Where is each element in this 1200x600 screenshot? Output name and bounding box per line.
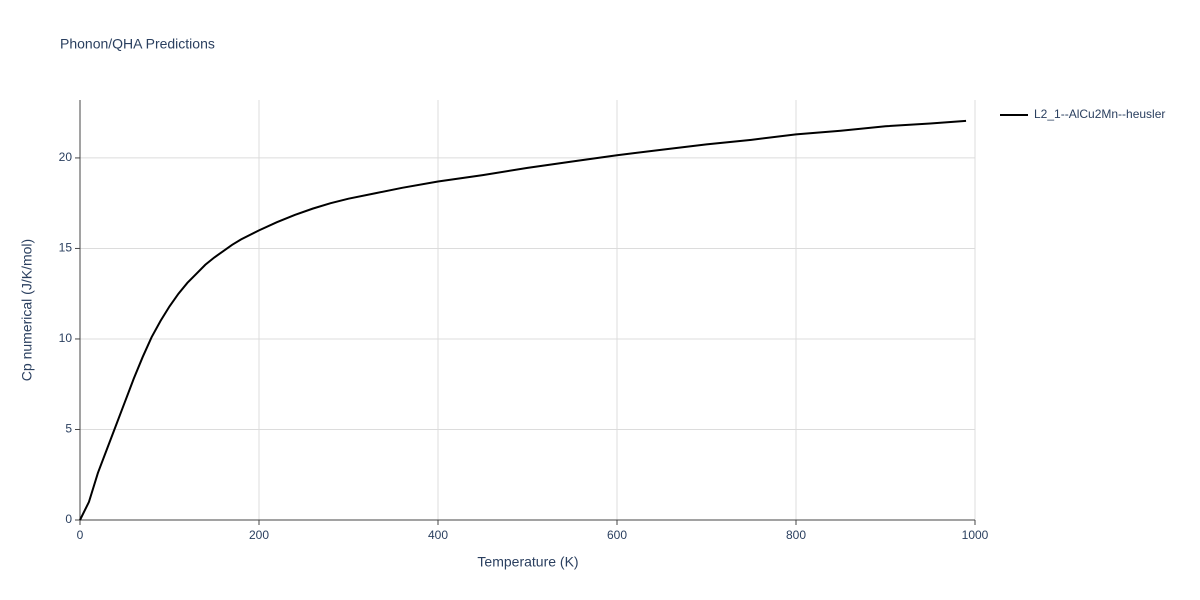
y-axis-label: Cp numerical (J/K/mol) xyxy=(19,239,35,381)
x-tick-label: 200 xyxy=(249,528,269,542)
chart-title: Phonon/QHA Predictions xyxy=(60,36,215,52)
data-line xyxy=(79,119,967,521)
x-tick-label: 800 xyxy=(786,528,806,542)
y-tick-label: 0 xyxy=(65,512,72,526)
x-tick-label: 0 xyxy=(77,528,84,542)
x-tick-label: 1000 xyxy=(962,528,989,542)
legend-label: L2_1--AlCu2Mn--heusler xyxy=(1034,107,1165,121)
x-tick-label: 400 xyxy=(428,528,448,542)
y-tick-label: 20 xyxy=(59,150,73,164)
y-tick-label: 10 xyxy=(59,331,73,345)
x-axis-label: Temperature (K) xyxy=(477,554,578,570)
y-tick-label: 5 xyxy=(65,422,72,436)
y-tick-label: 15 xyxy=(59,241,73,255)
x-tick-label: 600 xyxy=(607,528,627,542)
